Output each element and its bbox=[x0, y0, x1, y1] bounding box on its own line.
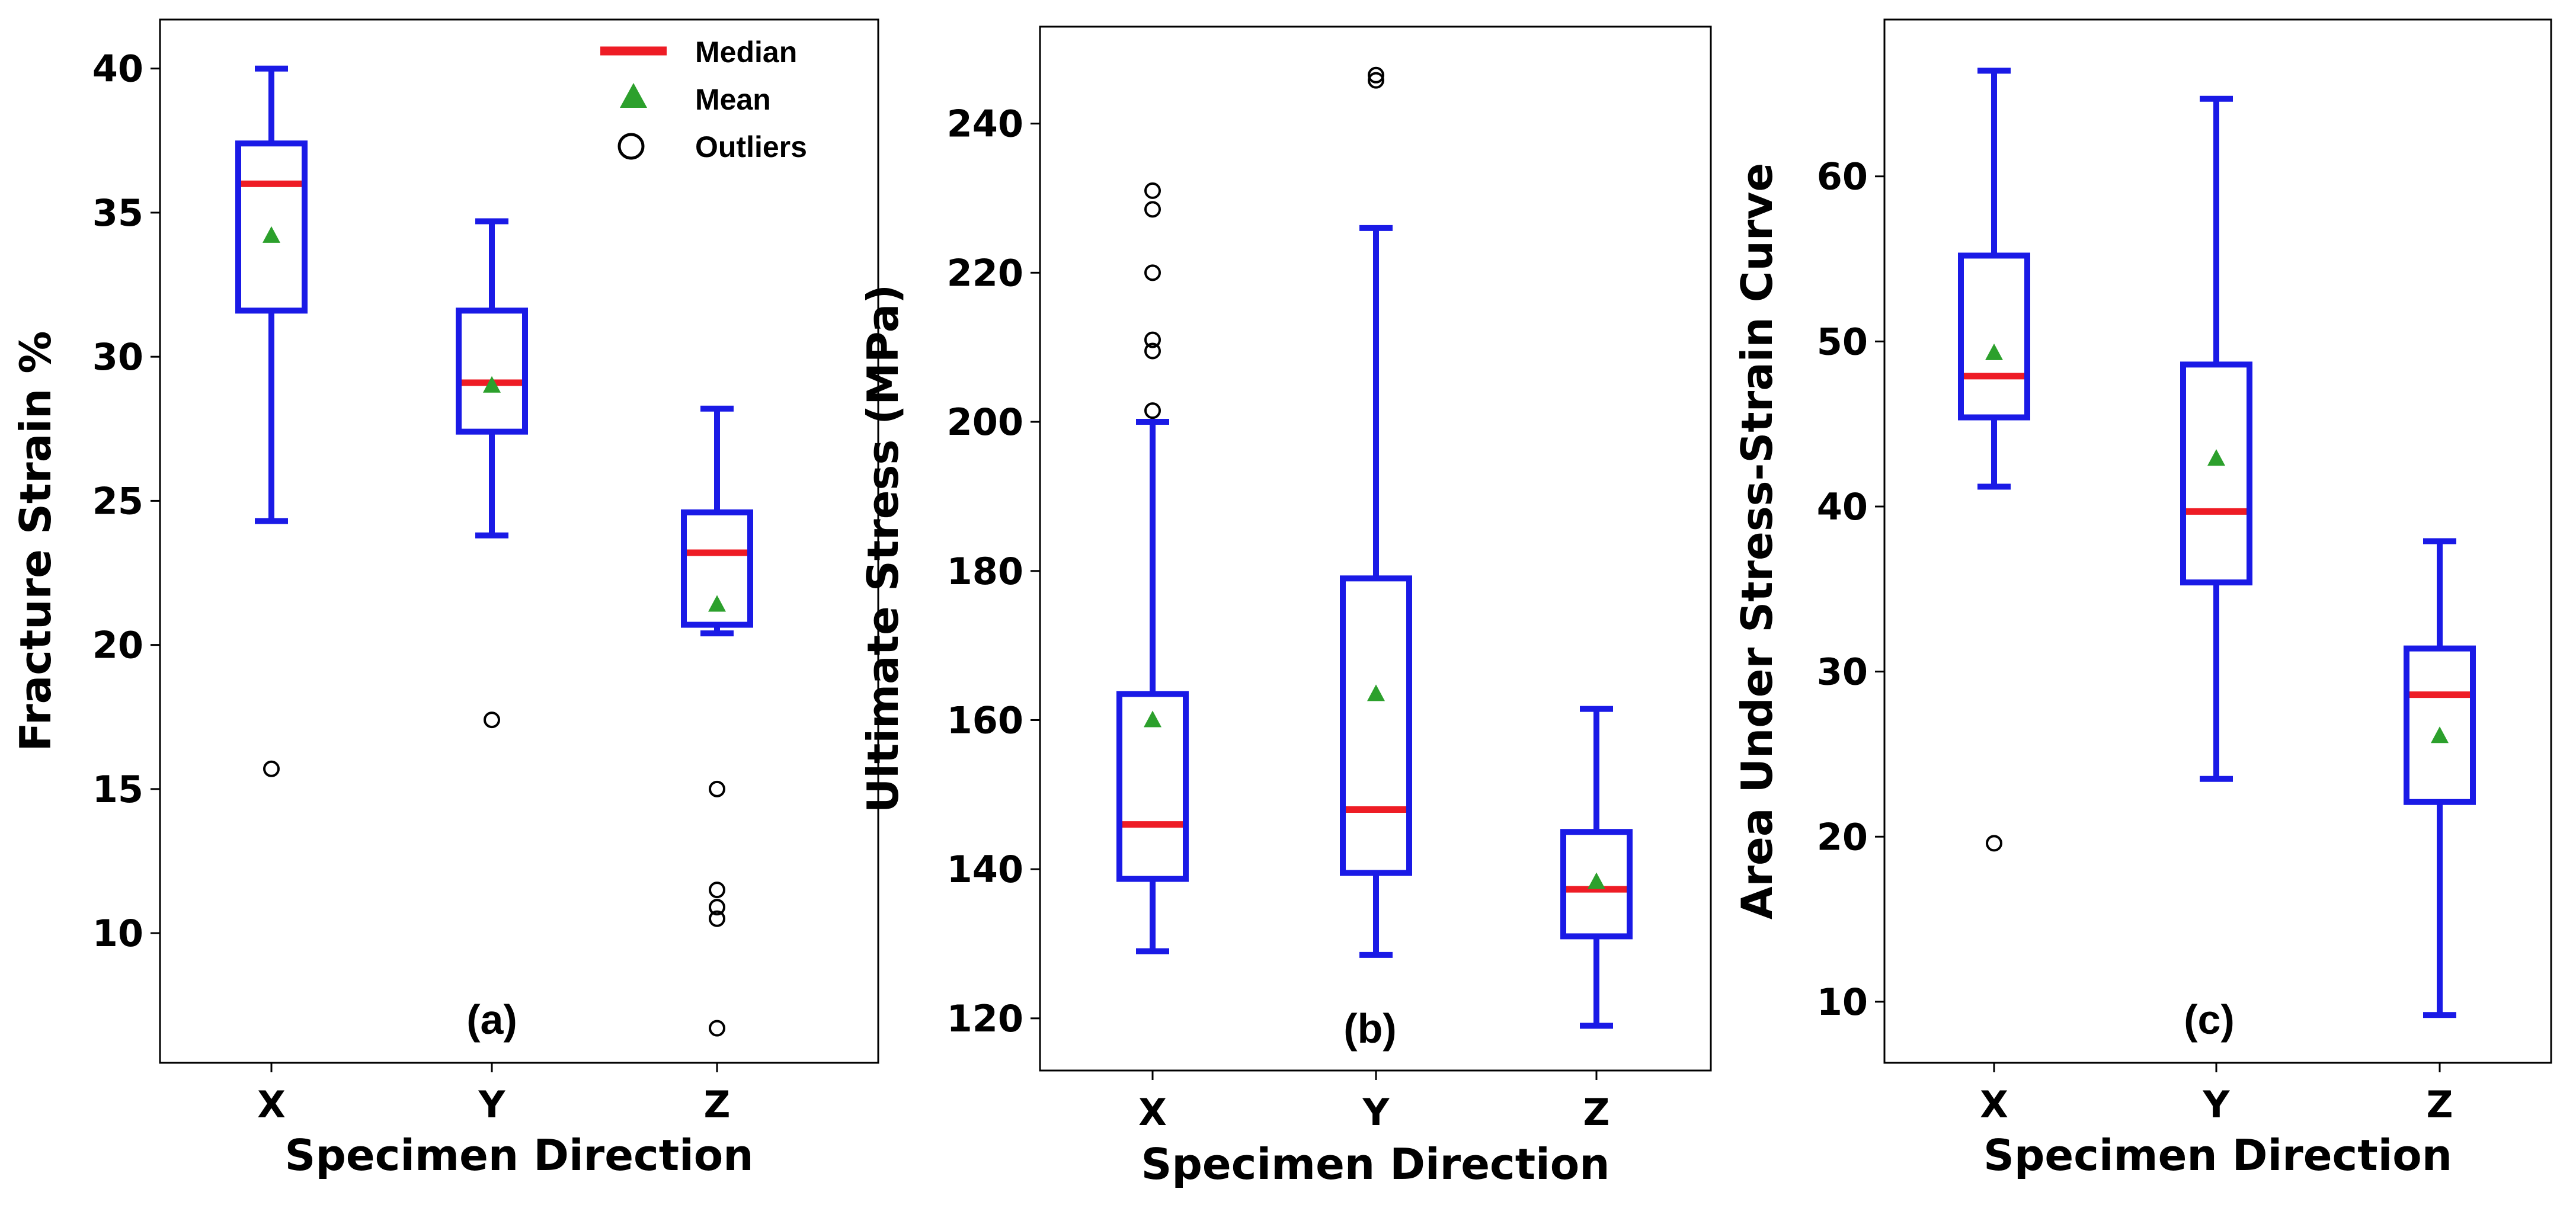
y-tick-label: 180 bbox=[947, 550, 1023, 593]
outlier-point bbox=[709, 910, 725, 927]
y-tick-label: 200 bbox=[947, 400, 1023, 444]
iqr-box bbox=[1116, 691, 1189, 882]
y-tick-label: 25 bbox=[92, 479, 143, 523]
y-tick-label: 120 bbox=[947, 997, 1023, 1040]
box-Z bbox=[681, 405, 753, 1037]
mean-marker bbox=[2431, 726, 2449, 743]
iqr-box bbox=[2404, 645, 2476, 805]
y-tick-label: 220 bbox=[947, 251, 1023, 294]
x-tick-label: Y bbox=[1362, 1091, 1390, 1134]
box-Z bbox=[2404, 538, 2476, 1018]
iqr-box bbox=[681, 509, 753, 628]
x-tick-label: Y bbox=[2203, 1083, 2231, 1126]
plot-frame bbox=[159, 18, 879, 1064]
x-tick-label: X bbox=[1138, 1091, 1167, 1134]
outlier-point bbox=[1368, 72, 1384, 89]
panel-b: 120 140 160 180 200 220 240 X Y Z Specimen Directi… bbox=[858, 25, 1712, 1189]
box-X bbox=[1958, 68, 2030, 852]
x-tick-label: Y bbox=[478, 1083, 506, 1126]
box-Y bbox=[456, 218, 528, 729]
y-tick-label: 10 bbox=[1817, 980, 1868, 1024]
outlier-point bbox=[1368, 66, 1384, 84]
legend-outlier-swatch bbox=[617, 133, 645, 160]
iqr-box bbox=[456, 307, 528, 435]
y-tick-label: 50 bbox=[1817, 320, 1868, 363]
outlier-point bbox=[1986, 835, 2002, 852]
legend-outliers-label: Outliers bbox=[695, 130, 807, 164]
iqr-box bbox=[1560, 829, 1633, 940]
x-tick-label: X bbox=[257, 1083, 286, 1126]
y-tick-label: 40 bbox=[92, 47, 143, 91]
x-axis-title: Specimen Direction bbox=[1983, 1130, 2452, 1180]
mean-marker bbox=[1588, 872, 1605, 889]
box-X bbox=[235, 65, 308, 777]
box-Y bbox=[1340, 66, 1412, 958]
iqr-box bbox=[1340, 575, 1412, 876]
legend: Median Mean Outliers bbox=[600, 36, 807, 164]
legend-mean-label: Mean bbox=[695, 83, 771, 116]
y-tick-label: 240 bbox=[947, 102, 1023, 146]
y-axis-title: Fracture Strain % bbox=[11, 331, 60, 752]
outlier-point bbox=[1144, 201, 1161, 218]
outlier-point bbox=[263, 760, 280, 777]
box-Y bbox=[2180, 95, 2252, 782]
y-tick-label: 20 bbox=[1817, 815, 1868, 858]
outlier-point bbox=[1144, 182, 1161, 199]
x-tick-label: Z bbox=[1583, 1091, 1610, 1134]
outlier-point bbox=[1144, 342, 1161, 360]
x-axis-title: Specimen Direction bbox=[284, 1130, 753, 1180]
outlier-point bbox=[1144, 264, 1161, 281]
box-X bbox=[1116, 182, 1189, 954]
y-tick-label: 30 bbox=[92, 335, 143, 379]
y-axis-title: Ultimate Stress (MPa) bbox=[858, 284, 908, 813]
outlier-point bbox=[709, 899, 725, 916]
y-tick-label: 35 bbox=[92, 191, 143, 235]
mean-marker bbox=[2207, 449, 2225, 466]
mean-marker bbox=[483, 376, 501, 393]
panel-label: (a) bbox=[466, 996, 517, 1043]
outlier-point bbox=[484, 712, 500, 729]
outlier-point bbox=[709, 882, 725, 899]
panel-label: (b) bbox=[1343, 1005, 1396, 1052]
y-axis-title: Area Under Stress-Strain Curve bbox=[1732, 163, 1782, 919]
mean-marker bbox=[263, 226, 280, 243]
y-tick-label: 20 bbox=[92, 624, 143, 667]
y-tick-label: 30 bbox=[1817, 650, 1868, 694]
x-tick-label: Z bbox=[704, 1083, 731, 1126]
y-tick-label: 40 bbox=[1817, 485, 1868, 528]
y-tick-label: 60 bbox=[1817, 155, 1868, 198]
outlier-point bbox=[1144, 402, 1161, 419]
box-Z bbox=[1560, 706, 1633, 1029]
iqr-box bbox=[235, 140, 308, 314]
panel-label: (c) bbox=[2184, 996, 2235, 1043]
y-tick-label: 160 bbox=[947, 698, 1023, 742]
mean-marker bbox=[1144, 710, 1161, 728]
mean-marker bbox=[708, 595, 726, 612]
legend-median-label: Median bbox=[695, 36, 797, 69]
x-tick-label: X bbox=[1980, 1083, 2008, 1126]
mean-marker bbox=[1985, 343, 2003, 360]
iqr-box bbox=[2180, 361, 2252, 586]
outlier-point bbox=[1144, 331, 1161, 348]
legend-mean-swatch bbox=[620, 83, 647, 108]
y-tick-label: 15 bbox=[92, 768, 143, 811]
iqr-box bbox=[1958, 252, 2030, 421]
y-tick-label: 10 bbox=[92, 912, 143, 955]
x-tick-label: Z bbox=[2427, 1083, 2453, 1126]
mean-marker bbox=[1367, 684, 1385, 701]
outlier-point bbox=[709, 1020, 725, 1037]
plot-frame bbox=[1883, 18, 2552, 1064]
outlier-point bbox=[709, 780, 725, 797]
y-tick-label: 140 bbox=[947, 848, 1023, 891]
x-axis-title: Specimen Direction bbox=[1141, 1139, 1609, 1189]
